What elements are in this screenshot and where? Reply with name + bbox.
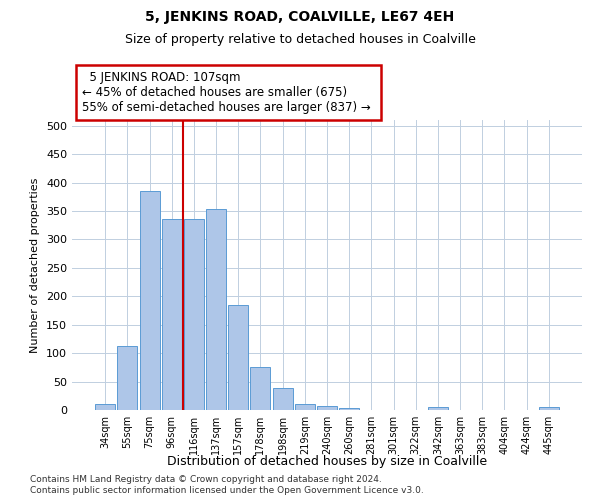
Bar [140,191,160,410]
Bar [428,407,448,410]
Bar [162,219,182,410]
Bar [295,404,315,410]
Text: Contains HM Land Registry data © Crown copyright and database right 2024.: Contains HM Land Registry data © Crown c… [30,475,382,484]
Bar [95,404,115,410]
Text: 5 JENKINS ROAD: 107sqm  
← 45% of detached houses are smaller (675)
55% of semi-: 5 JENKINS ROAD: 107sqm ← 45% of detached… [82,71,374,114]
Bar [206,210,226,410]
Text: 5, JENKINS ROAD, COALVILLE, LE67 4EH: 5, JENKINS ROAD, COALVILLE, LE67 4EH [145,10,455,24]
Text: Size of property relative to detached houses in Coalville: Size of property relative to detached ho… [125,32,475,46]
Bar [339,408,359,410]
Bar [228,306,248,410]
Bar [118,346,137,410]
Text: Contains public sector information licensed under the Open Government Licence v3: Contains public sector information licen… [30,486,424,495]
Bar [250,367,271,410]
Bar [184,219,204,410]
Bar [317,406,337,410]
Text: Distribution of detached houses by size in Coalville: Distribution of detached houses by size … [167,455,487,468]
Y-axis label: Number of detached properties: Number of detached properties [31,178,40,352]
Bar [272,388,293,410]
Bar [539,407,559,410]
